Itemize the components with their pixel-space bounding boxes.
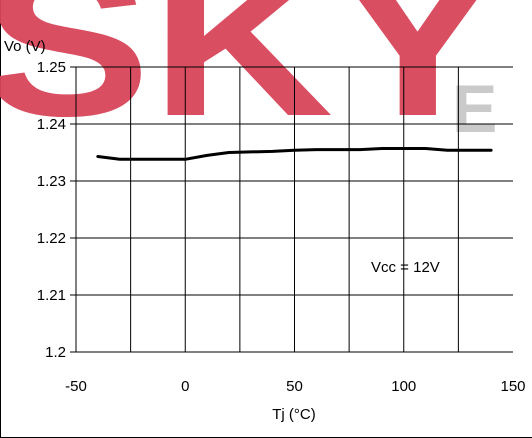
y-tick-label: 1.25: [37, 59, 66, 76]
y-tick-label: 1.2: [45, 344, 66, 361]
vo-series-line: [96, 147, 493, 161]
y-tick-label: 1.23: [37, 173, 66, 190]
grid: [76, 67, 513, 352]
x-tick-label: -50: [65, 378, 87, 395]
y-axis-label: Vo (V): [4, 38, 46, 55]
y-tick-label: 1.22: [37, 230, 66, 247]
x-tick-label: 0: [181, 378, 189, 395]
plot-frame: [70, 66, 513, 353]
svg-text:SKY: SKY: [0, 0, 502, 160]
series-layer: [96, 147, 493, 161]
y-tick-label: 1.24: [37, 116, 66, 133]
x-tick-label: 150: [500, 378, 525, 395]
y-tick-label: 1.21: [37, 287, 66, 304]
vcc-annotation: Vcc = 12V: [371, 259, 440, 276]
x-axis-label: Tj (°C): [272, 406, 315, 423]
x-tick-label: 50: [286, 378, 303, 395]
x-tick-label: 100: [391, 378, 416, 395]
watermark: SKY E: [0, 0, 502, 160]
svg-text:E: E: [452, 71, 497, 147]
y-tick-labels: 1.2 1.21 1.22 1.23 1.24 1.25: [37, 59, 66, 361]
x-tick-labels: -50 0 50 100 150: [65, 378, 525, 395]
